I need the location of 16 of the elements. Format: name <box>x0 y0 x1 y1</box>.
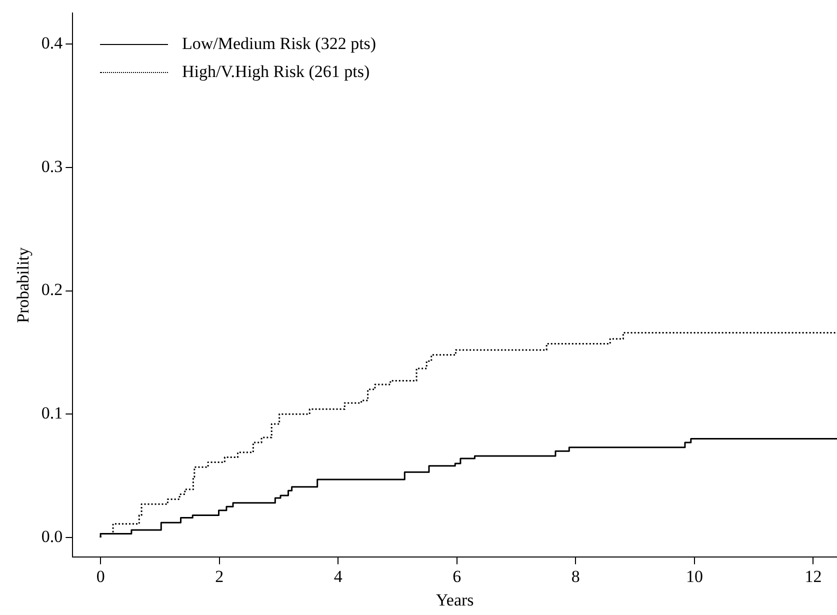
y-tick-label: 0.2 <box>41 280 63 300</box>
y-tick-label: 0.0 <box>41 526 63 546</box>
x-axis-title: Years <box>436 590 474 610</box>
x-tick-label: 12 <box>804 566 822 586</box>
y-tick-label: 0.3 <box>41 156 63 176</box>
x-tick-label: 4 <box>334 566 343 586</box>
x-tick-label: 10 <box>686 566 703 586</box>
y-tick-label: 0.4 <box>41 34 64 53</box>
legend-label: High/V.High Risk (261 pts) <box>182 62 370 82</box>
legend-label: Low/Medium Risk (322 pts) <box>182 34 376 54</box>
x-tick-label: 6 <box>452 566 462 586</box>
x-tick-label: 0 <box>96 566 105 586</box>
y-tick-label: 0.1 <box>41 404 63 423</box>
x-tick-label: 2 <box>215 566 224 586</box>
y-axis-title: Probability <box>14 246 33 323</box>
x-tick-label: 8 <box>571 566 580 586</box>
